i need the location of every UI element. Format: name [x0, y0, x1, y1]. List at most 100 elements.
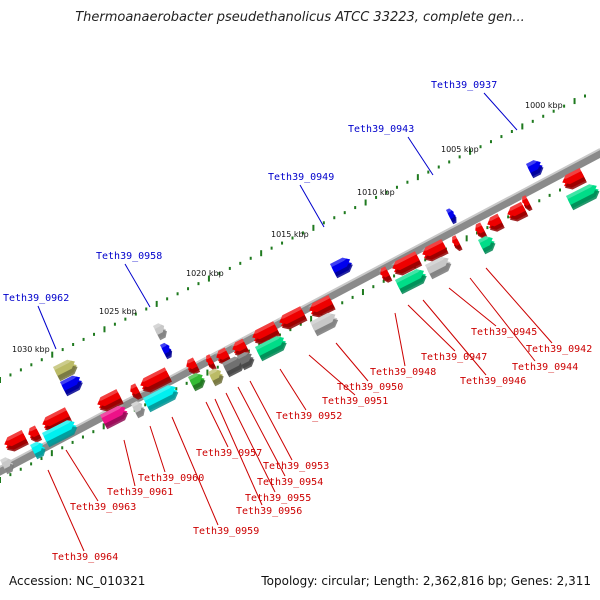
minus-leader-line: [149, 425, 166, 473]
kbp-label: 1025 kbp: [99, 307, 137, 316]
minus-leader-line: [237, 386, 286, 477]
minus-gene-label: Teth39_0960: [138, 473, 204, 484]
scale-tick: [50, 450, 53, 457]
minus-gene-label: Teth39_0955: [245, 493, 311, 504]
scale-tick: [124, 317, 127, 321]
plus-leader-line: [299, 184, 325, 228]
scale-tick: [51, 351, 54, 358]
scale-tick: [239, 261, 242, 265]
scale-tick: [538, 199, 541, 203]
minus-gene-label: Teth39_0956: [236, 506, 302, 517]
scale-tick: [406, 180, 409, 184]
minus-gene-label: Teth39_0953: [263, 461, 329, 472]
minus-gene-feature: [473, 222, 488, 239]
minus-gene-label: Teth39_0948: [370, 367, 436, 378]
scale-tick: [351, 295, 354, 299]
scale-tick: [206, 369, 209, 376]
minus-gene-label: Teth39_0947: [421, 352, 487, 363]
minus-gene-feature: [250, 321, 281, 345]
scale-tick: [364, 199, 367, 206]
minus-gene-feature: [138, 367, 172, 393]
scale-tick: [291, 236, 294, 240]
scale-tick: [92, 430, 95, 434]
scale-tick: [0, 377, 1, 383]
scale-tick: [510, 130, 513, 133]
scale-tick: [40, 358, 43, 362]
scale-tick: [427, 170, 430, 174]
minus-leader-line: [308, 354, 356, 396]
minus-leader-line: [214, 398, 263, 506]
plus-gene-feature: [160, 342, 173, 360]
scale-tick: [176, 292, 179, 296]
minus-gene-feature: [520, 195, 533, 212]
scale-tick: [385, 190, 388, 194]
scale-tick: [260, 250, 263, 257]
scale-tick: [542, 114, 545, 118]
scale-tick: [375, 195, 378, 199]
plus-leader-line: [483, 92, 518, 131]
minus-gene-feature: [307, 295, 336, 318]
minus-gene-label: Teth39_0946: [460, 376, 526, 387]
scale-tick: [500, 135, 503, 139]
minus-gene-label: Teth39_0951: [322, 396, 388, 407]
minus-gene-feature: [188, 372, 206, 392]
minus-gene-feature: [310, 311, 339, 337]
scale-tick: [322, 221, 325, 225]
scale-tick: [312, 224, 315, 231]
scale-tick: [81, 435, 84, 439]
scale-tick: [40, 457, 43, 461]
minus-leader-line: [407, 304, 456, 352]
genome-summary: Topology: circular; Length: 2,362,816 bp…: [261, 574, 591, 588]
scale-tick: [354, 206, 357, 210]
scale-tick: [393, 274, 396, 278]
scale-tick: [281, 241, 284, 245]
kbp-label: 1020 kbp: [186, 269, 224, 278]
scale-tick: [249, 256, 252, 260]
scale-tick: [395, 185, 398, 189]
plus-gene-feature: [53, 358, 78, 382]
minus-gene-label: Teth39_0959: [193, 526, 259, 537]
scale-tick: [30, 363, 33, 367]
minus-leader-line: [279, 368, 307, 411]
minus-leader-line: [65, 449, 99, 502]
minus-leader-line: [469, 277, 536, 362]
minus-gene-label: Teth39_0942: [526, 344, 592, 355]
minus-gene-label: Teth39_0954: [257, 477, 323, 488]
scale-tick: [228, 266, 231, 270]
minus-gene-feature: [2, 430, 29, 452]
scale-tick: [299, 322, 302, 326]
scale-tick: [458, 155, 461, 159]
scale-tick: [469, 148, 472, 155]
minus-gene-feature: [100, 404, 129, 430]
minus-gene-feature: [478, 235, 496, 255]
map-title: Thermoanaerobacter pseudethanolicus ATCC…: [75, 10, 525, 25]
accession-text: Accession: NC_010321: [9, 574, 146, 588]
minus-gene-label: Teth39_0964: [52, 552, 118, 563]
scale-tick: [9, 373, 12, 377]
scale-tick: [216, 365, 219, 369]
minus-leader-line: [394, 312, 406, 367]
plus-gene-label: Teth39_0958: [96, 251, 162, 262]
minus-leader-line: [123, 439, 136, 487]
scale-tick: [343, 211, 346, 215]
minus-gene-feature: [450, 235, 463, 252]
minus-gene-label: Teth39_0944: [512, 362, 578, 373]
minus-gene-feature: [378, 266, 393, 283]
scale-tick: [333, 216, 336, 220]
plus-gene-feature: [526, 159, 544, 179]
minus-gene-feature: [30, 441, 46, 460]
minus-gene-feature: [222, 355, 245, 378]
minus-gene-feature: [143, 384, 179, 413]
scale-tick: [289, 328, 292, 332]
plus-leader-line: [37, 305, 57, 350]
minus-gene-feature: [255, 334, 287, 362]
scale-tick: [552, 109, 555, 113]
scale-tick: [218, 272, 221, 275]
kbp-label: 1005 kbp: [441, 145, 479, 154]
scale-tick: [197, 282, 200, 286]
minus-gene-feature: [95, 389, 124, 412]
plus-leader-line: [407, 136, 434, 176]
minus-leader-line: [205, 401, 229, 448]
scale-tick: [507, 215, 510, 219]
